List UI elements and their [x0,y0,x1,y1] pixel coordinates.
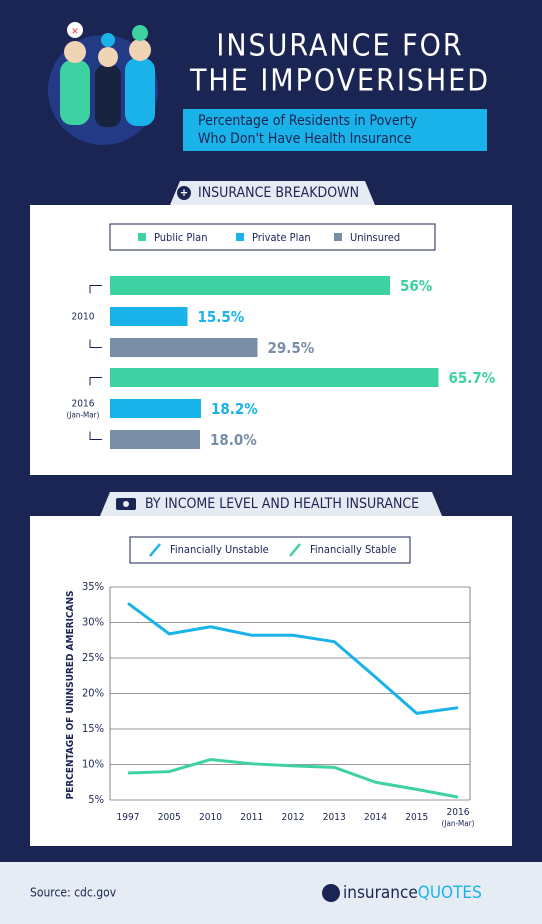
logo-text: insuranceQUOTES [343,883,482,903]
category-label: 1997 [117,812,140,823]
y-tick-label: 20% [82,687,104,700]
bar [110,307,188,326]
line [127,758,459,799]
category-label: 2005 [158,812,181,823]
people-illustration: × [48,22,158,145]
value-label: 15.5% [198,308,245,326]
legend-box [109,223,436,251]
category-label: 2016 (Jan-Mar) [442,807,475,828]
line [127,602,459,715]
legend-label: Public Plan [154,231,207,244]
legend-swatch [138,233,146,241]
bar [110,399,201,418]
section-title: BY INCOME LEVEL AND HEALTH INSURANCE [145,496,419,512]
y-tick-label: 5% [88,793,104,806]
category-label: 2014 [364,812,387,823]
svg-text:×: × [71,26,79,37]
logo-icon [322,884,340,902]
legend-label: Financially Unstable [170,543,269,556]
logo-part: insurance [343,883,418,903]
y-axis-label: PERCENTAGE OF UNINSURED AMERICANS [65,591,76,800]
subtitle-line: Who Don't Have Health Insurance [198,131,412,147]
bracket [89,377,102,386]
value-label: 29.5% [268,339,315,357]
bar [110,368,439,387]
bracket [89,285,102,294]
source: Source: cdc.gov [30,886,117,900]
title-line: THE IMPOVERISHED [189,64,490,99]
value-label: 18.2% [211,400,258,418]
category-label: 2015 [405,812,428,823]
section-title: INSURANCE BREAKDOWN [198,185,359,201]
bar [110,276,390,295]
subtitle-box [183,109,487,151]
bar [110,338,258,357]
value-label: 56% [400,277,433,295]
section-tab [100,492,442,516]
legend-label: Financially Stable [310,543,396,556]
legend-label: Uninsured [350,231,400,244]
title-line: INSURANCE FOR [216,29,463,64]
legend-marker [149,543,161,557]
value-label: 18.0% [210,431,257,449]
category-label: 2016 (Jan-Mar) [67,399,100,420]
category-label: 2010 [199,812,222,823]
category-label: 2012 [282,812,305,823]
legend-swatch [236,233,244,241]
category-label: 2013 [323,812,346,823]
value-label: 65.7% [449,369,496,387]
legend-marker [289,543,301,557]
legend-label: Private Plan [252,231,311,244]
y-tick-label: 30% [82,616,104,629]
section-tab [170,181,375,205]
bracket [89,431,102,440]
logo-part: QUOTES [418,883,482,903]
bar [110,430,200,449]
legend-swatch [334,233,342,241]
y-tick-label: 35% [82,580,104,593]
y-tick-label: 15% [82,722,104,735]
footer [0,862,542,924]
category-label: 2011 [240,812,263,823]
plus-icon [177,186,191,200]
y-tick-label: 10% [82,758,104,771]
legend-box [129,536,411,564]
subtitle-line: Percentage of Residents in Poverty [198,113,418,129]
bracket [89,339,102,348]
money-icon-dot [123,501,129,507]
y-tick-label: 25% [82,651,104,664]
plus-icon-glyph: + [180,186,188,199]
category-label: 2010 [72,312,95,323]
